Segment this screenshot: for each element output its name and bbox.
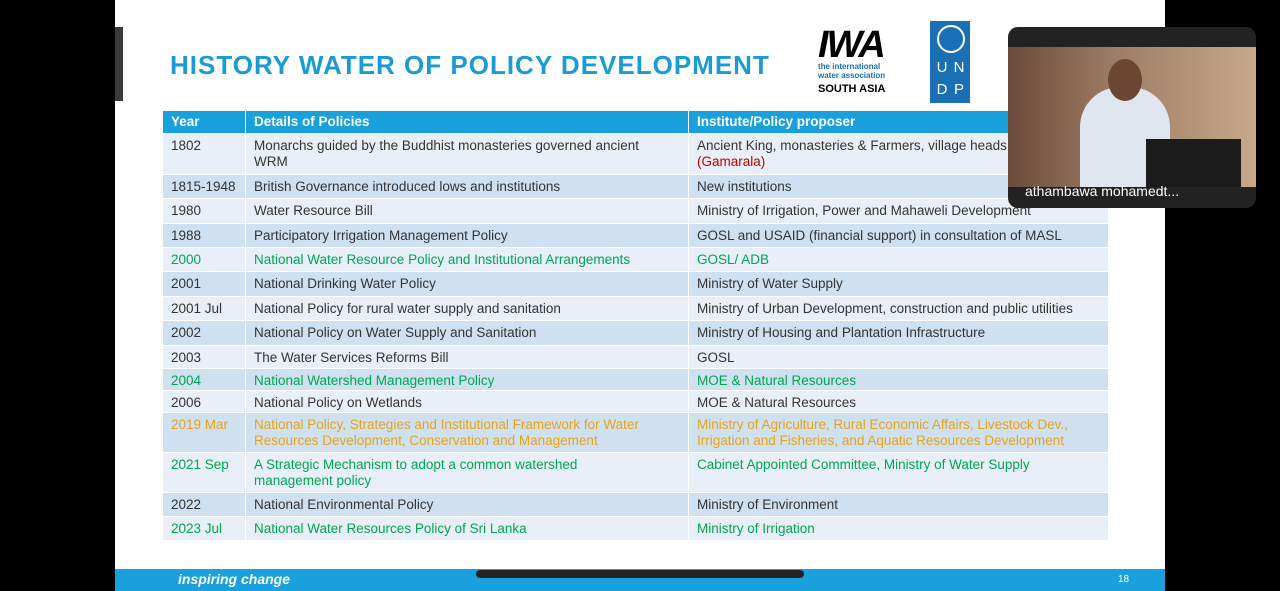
institute-cell: Ministry of Environment [688,493,1108,516]
sidebar [115,27,123,101]
details-cell: National Drinking Water Policy [245,272,688,296]
year-cell: 2004 [162,369,245,390]
details-cell: National Water Resource Policy and Insti… [245,248,688,271]
year-cell: 2006 [162,391,245,412]
table-row: 2023 Jul National Water Resources Policy … [162,517,1108,540]
table-row: 2006 National Policy on Wetlands MOE & Nat… [162,391,1108,412]
year-cell: 1815-1948 [162,175,245,198]
institute-cell: Ministry of Water Supply [688,272,1108,296]
institute-cell: Ministry of Housing and Plantation Infra… [688,321,1108,345]
table-row: 2001 National Drinking Water Policy Minist… [162,272,1108,296]
video-tile[interactable]: athambawa mohamedt... [1008,27,1256,208]
table-row: 1815-1948 British Governance introduced l… [162,175,1108,198]
iwa-name: the international water association [818,62,886,80]
details-cell: National Policy, Strategies and Institut… [245,413,688,452]
details-cell: National Watershed Management Policy [245,369,688,390]
iwa-logo: IWA the international water association … [818,24,898,95]
year-cell: 2001 [162,272,245,296]
footer-bar: inspiring change 18 [115,569,1165,591]
details-cell: British Governance introduced lows and i… [245,175,688,198]
details-cell: National Environmental Policy [245,493,688,516]
slide-title: HISTORY WATER OF POLICY DEVELOPMENT [170,50,770,80]
participant-name: athambawa mohamedt... [1025,183,1180,199]
undp-letter: N [953,59,965,76]
header-row: Year Details of Policies Institute/Policy … [162,111,1108,133]
details-cell: Water Resource Bill [245,199,688,223]
details-cell: A Strategic Mechanism to adopt a common … [245,453,688,492]
undp-letter: P [953,81,964,98]
table-row: 1988 Participatory Irrigation Management … [162,224,1108,247]
institute-cell: New institutions [688,175,1108,198]
institute-cell: GOSL and USAID (financial support) in co… [688,224,1108,247]
institute-cell: GOSL [688,346,1108,368]
iwa-mark: IWA [818,24,886,66]
undp-letter: U [936,59,948,76]
institute-cell: Ministry of Irrigation [688,517,1108,540]
table-row: 2003 The Water Services Reforms Bill GOSL [162,346,1108,368]
institute-cell: MOE & Natural Resources [688,369,1108,390]
details-cell: Participatory Irrigation Management Poli… [245,224,688,247]
institute-note: (Gamarala) [697,154,766,169]
year-cell: 2019 Mar [162,413,245,452]
header-cell: Year [162,111,245,133]
year-cell: 2022 [162,493,245,516]
page-number: 18 [1118,574,1130,585]
details-cell: National Policy on Water Supply and Sani… [245,321,688,345]
header-cell: Institute/Policy proposer [688,111,1108,133]
year-cell: 2023 Jul [162,517,245,540]
year-cell: 2001 Jul [162,297,245,320]
institute-cell: Ministry of Agriculture, Rural Economic … [688,413,1108,452]
undp-logo: U N D P [930,21,970,103]
details-cell: National Policy for rural water supply a… [245,297,688,320]
table-row: 2001 Jul National Policy for rural water … [162,297,1108,320]
institute-cell: Cabinet Appointed Committee, Ministry of… [688,453,1108,492]
year-cell: 2000 [162,248,245,271]
table-row: 2019 Mar National Policy, Strategies and … [162,413,1108,452]
institute-cell: Ministry of Urban Development, construct… [688,297,1108,320]
institute-cell: MOE & Natural Resources [688,391,1108,412]
year-cell: 2003 [162,346,245,368]
year-cell: 1802 [162,134,245,174]
undp-globe [937,25,965,53]
table-row: 2000 National Water Resource Policy and I… [162,248,1108,271]
year-cell: 1980 [162,199,245,223]
video-laptop [1146,139,1241,187]
year-cell: 2021 Sep [162,453,245,492]
institute-cell: GOSL/ ADB [688,248,1108,271]
iwa-region: SOUTH ASIA [818,83,886,95]
table-row: 1980 Water Resource Bill Ministry of Irrig… [162,199,1108,223]
undp-letter: D [936,81,948,98]
table-row: 2002 National Policy on Water Supply and … [162,321,1108,345]
table-row: 2021 Sep A Strategic Mechanism to adopt a… [162,453,1108,492]
header-cell: Details of Policies [245,111,688,133]
details-cell: Monarchs guided by the Buddhist monaster… [245,134,688,174]
table-row: 1802 Monarchs guided by the Buddhist mona… [162,134,1108,174]
details-cell: National Water Resources Policy of Sri L… [245,517,688,540]
year-cell: 2002 [162,321,245,345]
details-cell: The Water Services Reforms Bill [245,346,688,368]
year-cell: 1988 [162,224,245,247]
tagline: inspiring change [178,571,291,587]
scrollbar[interactable] [476,570,804,578]
video-head [1108,59,1142,101]
details-cell: National Policy on Wetlands [245,391,688,412]
table-row: 2004 National Watershed Management Policy… [162,369,1108,390]
table-row: 2022 National Environmental Policy Ministr… [162,493,1108,516]
